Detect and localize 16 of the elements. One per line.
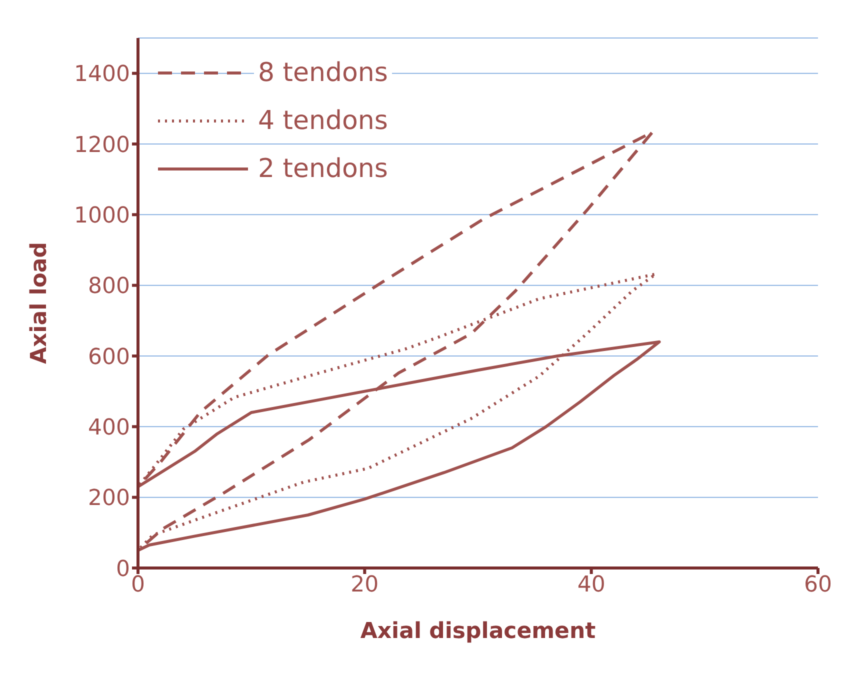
y-tick-label: 1200 xyxy=(74,132,130,158)
x-tick-label: 60 xyxy=(804,572,832,598)
y-tick-label: 400 xyxy=(88,415,130,440)
y-tick-label: 1000 xyxy=(74,203,130,228)
x-tick-label: 40 xyxy=(577,572,606,598)
legend-label: 4 tendons xyxy=(254,106,392,136)
y-tick-label: 600 xyxy=(88,344,130,370)
y-tick-label: 0 xyxy=(116,556,130,582)
x-tick-label: 20 xyxy=(350,572,379,598)
x-axis-title: Axial displacement xyxy=(360,619,596,644)
legend-label: 2 tendons xyxy=(254,154,392,184)
y-axis-title: Axial load xyxy=(26,242,52,364)
y-tick-label: 200 xyxy=(88,486,130,512)
y-tick-label: 1400 xyxy=(74,62,130,88)
y-tick-label: 800 xyxy=(88,274,130,300)
legend-label: 8 tendons xyxy=(254,58,392,88)
